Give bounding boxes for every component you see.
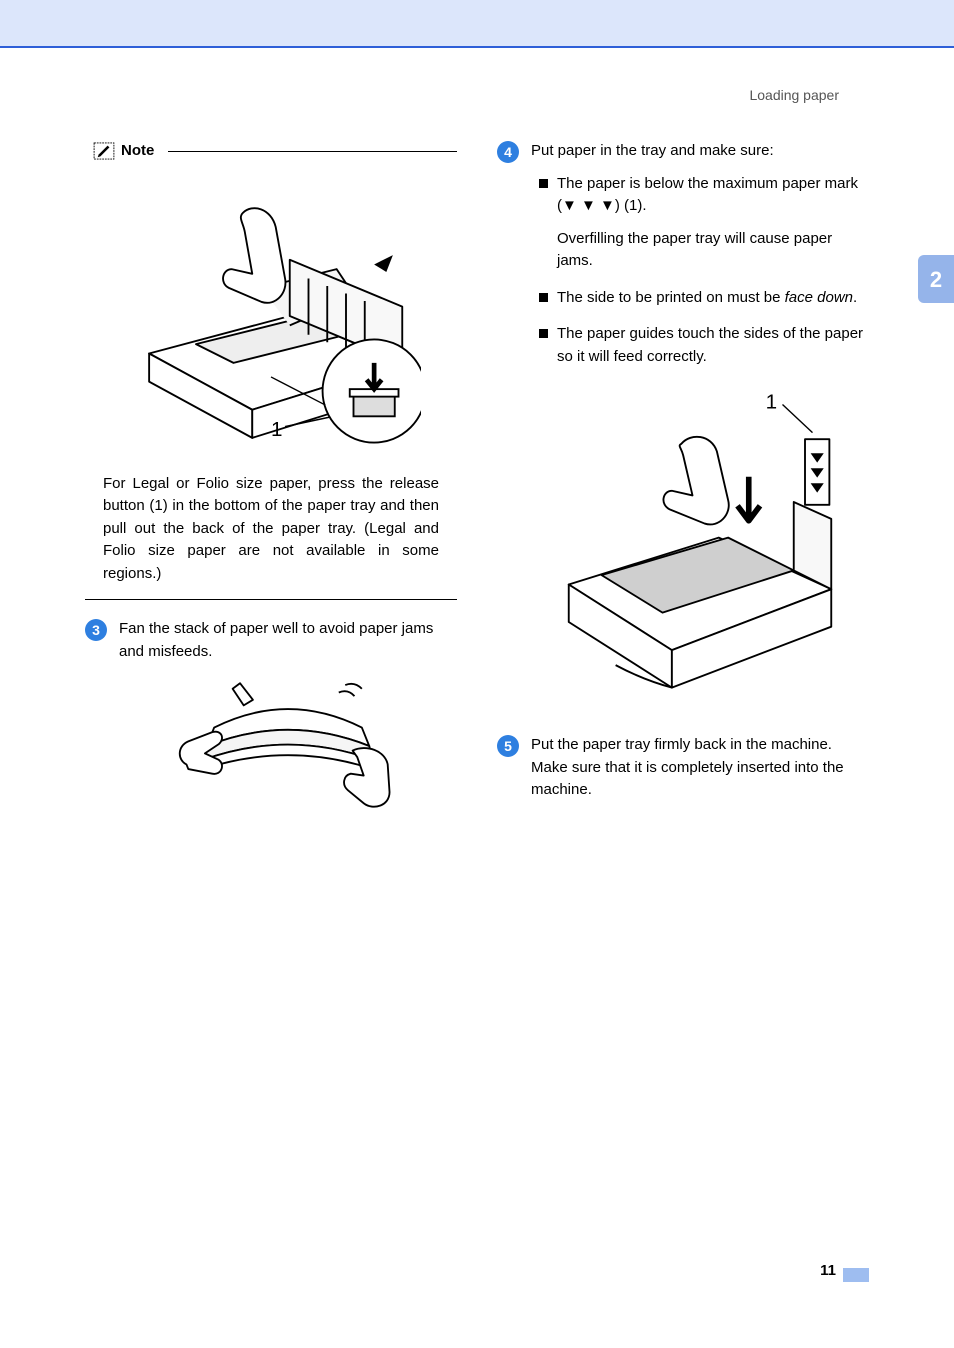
step4-callout-1: 1 [766,390,777,413]
step-4-intro: Put paper in the tray and make sure: [531,140,869,163]
step-4-bullet-2-c: . [853,289,857,306]
step-4: 4 Put paper in the tray and make sure: T… [497,140,869,724]
note-box: Note [85,140,457,600]
page-content: Note [85,140,869,1288]
note-header: Note [93,140,457,163]
step-3-body: Fan the stack of paper well to avoid pap… [119,618,457,833]
note-text: For Legal or Folio size paper, press the… [103,473,439,586]
note-callout-1: 1 [271,418,282,441]
section-title: Loading paper [749,85,839,106]
step-4-bullet-1-line1: The paper is below the maximum paper mar… [557,175,858,215]
step-5-number: 5 [497,735,519,757]
header-band [0,0,954,48]
note-pencil-icon [93,142,115,160]
step-4-bullet-1-line2: Overfilling the paper tray will cause pa… [557,228,869,273]
left-column: Note [85,140,457,1288]
step-4-bullet-1: The paper is below the maximum paper mar… [539,173,869,273]
note-end-rule [85,599,457,600]
step-4-bullet-3-line1: The paper guides touch the sides of the … [557,325,863,365]
step-4-bullet-2: The side to be printed on must be face d… [539,287,869,310]
step-5-body: Put the paper tray firmly back in the ma… [531,734,869,802]
step-5-text: Put the paper tray firmly back in the ma… [531,734,869,802]
step-4-bullet-2-a: The side to be printed on must be [557,289,785,306]
step-4-number: 4 [497,141,519,163]
step-4-body: Put paper in the tray and make sure: The… [531,140,869,724]
step-4-bullet-2-b: face down [785,289,853,306]
step-5: 5 Put the paper tray firmly back in the … [497,734,869,802]
step-4-bullet-3: The paper guides touch the sides of the … [539,323,869,368]
footer-tick [843,1268,869,1282]
page-number: 11 [820,1260,836,1283]
note-header-rule [168,151,457,152]
note-label: Note [121,140,154,163]
chapter-tab: 2 [918,255,954,303]
step-3-text: Fan the stack of paper well to avoid pap… [119,618,457,663]
note-illustration-tray-release: 1 [85,171,457,461]
right-column: 4 Put paper in the tray and make sure: T… [497,140,869,1288]
step-3-illustration-fan-paper [119,671,457,821]
step-4-bullets: The paper is below the maximum paper mar… [531,173,869,369]
step-3: 3 Fan the stack of paper well to avoid p… [85,618,457,833]
step-3-number: 3 [85,619,107,641]
step-4-illustration-load-paper: 1 [531,382,869,712]
